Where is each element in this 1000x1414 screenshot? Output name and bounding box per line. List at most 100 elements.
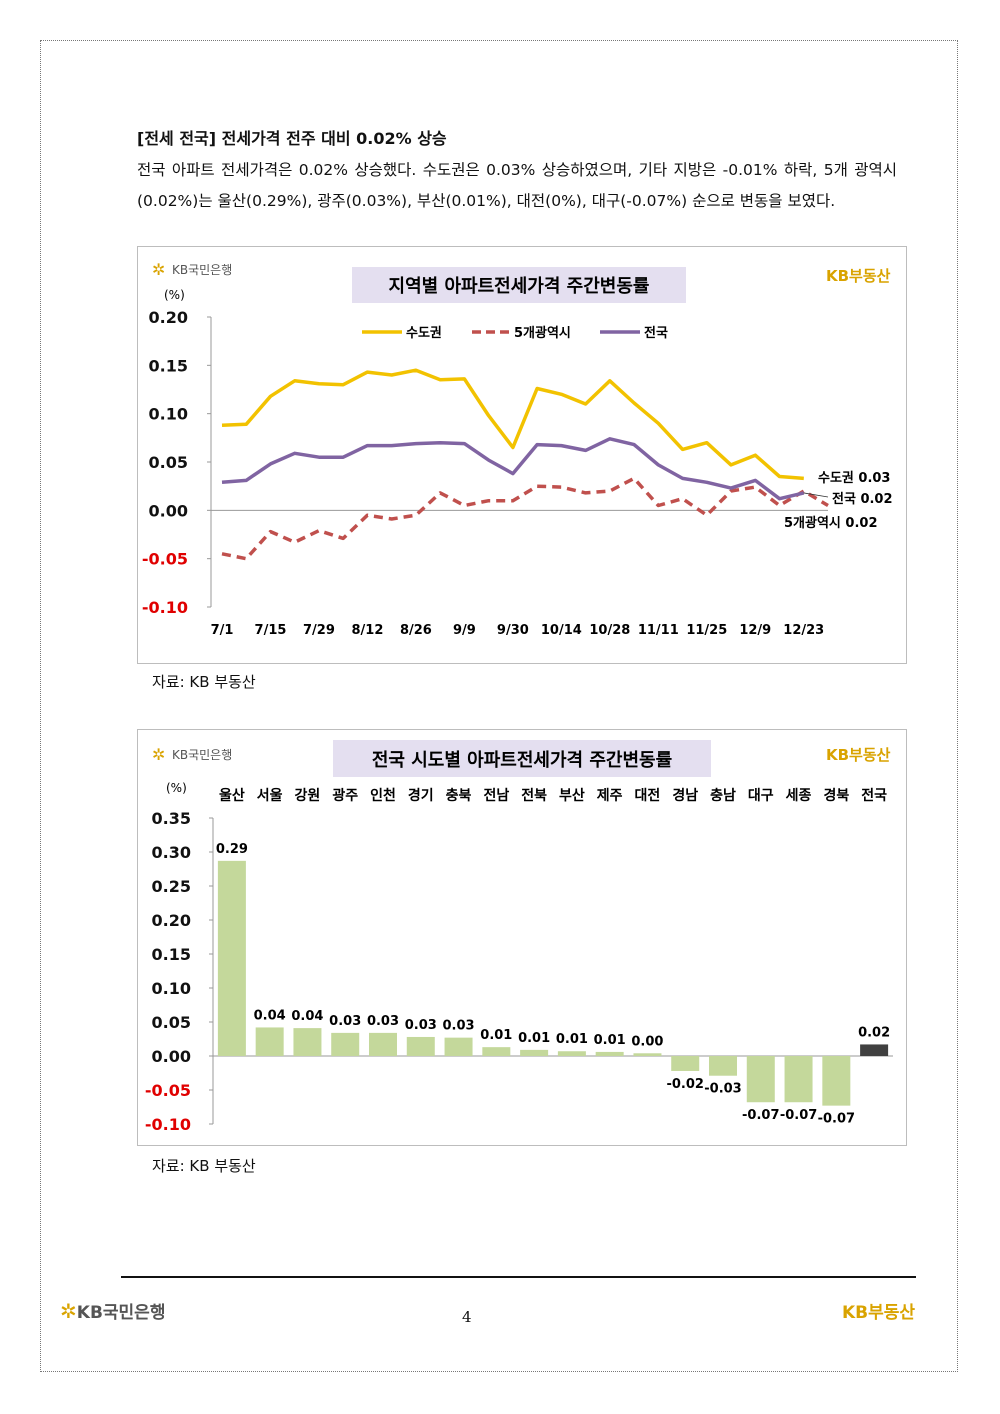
chart1-title-bg <box>352 267 686 303</box>
section-heading: [전세 전국] 전세가격 전주 대비 0.02% 상승 <box>137 129 447 148</box>
chart1-x-tick-label: 8/12 <box>351 623 383 638</box>
chart2-bar <box>255 1027 284 1056</box>
chart2-y-tick-label: 0.35 <box>152 809 191 828</box>
kb-star-icon: ✲ <box>152 745 165 764</box>
chart2-data-label: 0.01 <box>480 1028 512 1043</box>
chart2-category-label: 충남 <box>710 787 736 804</box>
chart2-data-label: 0.03 <box>329 1014 361 1029</box>
chart2-data-label: 0.00 <box>631 1034 663 1049</box>
chart1-unit-label: (%) <box>164 288 185 302</box>
series-line-metro <box>221 368 804 481</box>
chart2-bar <box>671 1056 700 1071</box>
chart2-category-label: 제주 <box>597 788 623 804</box>
footer-right-logo-text: KB부동산 <box>842 1303 916 1323</box>
chart1-x-tick-label: 7/29 <box>303 623 335 638</box>
chart2-bar <box>709 1056 737 1076</box>
chart1-brand-right: KB부동산 <box>826 267 891 285</box>
end-label-metro: 수도권 0.03 <box>818 471 890 486</box>
chart2-category-label: 충북 <box>446 788 472 804</box>
chart2-y-tick-label: 0.30 <box>152 843 191 862</box>
chart1-x-tick-label: 7/1 <box>211 623 234 638</box>
chart2-category-label: 대구 <box>748 788 774 804</box>
chart2-category-label: 부산 <box>559 787 585 804</box>
chart2-data-label: -0.07 <box>780 1108 817 1123</box>
chart2-category-label: 경기 <box>408 787 434 804</box>
end-label-5city: 5개광역시 0.02 <box>784 515 878 531</box>
chart2-y-tick-label: -0.05 <box>145 1081 191 1100</box>
chart2-bar <box>822 1056 851 1106</box>
chart1-y-tick-label: 0.00 <box>149 501 188 520</box>
chart2-y-tick-label: -0.10 <box>145 1115 191 1134</box>
chart2-data-label: 0.03 <box>443 1019 475 1034</box>
chart1-x-tick-label: 11/25 <box>686 623 727 638</box>
chart1-x-tick-label: 9/9 <box>453 623 476 638</box>
chart2-source: 자료: KB 부동산 <box>152 1157 256 1175</box>
kb-star-icon: ✲ <box>60 1299 77 1323</box>
chart1-y-tick-label: 0.05 <box>149 453 188 472</box>
chart2-data-label: 0.01 <box>518 1031 550 1046</box>
chart2-bar <box>557 1051 586 1056</box>
chart2-category-label: 대전 <box>635 787 661 804</box>
chart1-x-tick-label: 10/14 <box>541 623 582 638</box>
chart2-unit-label: (%) <box>166 781 187 795</box>
chart2-category-label: 울산 <box>219 787 245 804</box>
legend-label-metro: 수도권 <box>406 326 442 341</box>
chart2-brand-left: KB국민은행 <box>172 747 232 762</box>
chart2-category-label: 인천 <box>370 787 396 804</box>
chart2-bar <box>520 1049 549 1056</box>
chart1-x-tick-label: 10/28 <box>589 623 630 638</box>
chart1-x-tick-label: 7/15 <box>255 623 287 638</box>
page-number: 4 <box>462 1308 472 1326</box>
chart1-y-tick-label: 0.10 <box>149 405 188 424</box>
chart2-category-label: 세종 <box>786 788 812 804</box>
line-chart-panel: ✲ KB국민은행 지역별 아파트전세가격 주간변동률 KB부동산 (%) 0.2… <box>137 246 907 664</box>
series-line-5city <box>221 476 829 561</box>
legend-label-5city: 5개광역시 <box>514 325 571 341</box>
chart2-title-bg <box>333 740 711 777</box>
page-border <box>40 40 958 1372</box>
footer-left-logo-text: KB국민은행 <box>76 1303 166 1323</box>
kb-star-icon: ✲ <box>152 260 165 279</box>
chart2-brand-right: KB부동산 <box>826 746 891 764</box>
chart1-x-tick-label: 9/30 <box>497 623 529 638</box>
body-paragraph: 전국 아파트 전세가격은 0.02% 상승했다. 수도권은 0.03% 상승하였… <box>137 161 897 210</box>
chart2-y-tick-label: 0.25 <box>152 877 191 896</box>
chart1-y-tick-label: 0.20 <box>149 308 188 327</box>
chart1-leader-line <box>803 492 829 498</box>
chart2-bar <box>746 1056 775 1103</box>
chart1-x-tick-label: 12/23 <box>783 623 824 638</box>
chart1-brand-left: KB국민은행 <box>172 262 232 277</box>
chart1-x-tick-label: 11/11 <box>638 623 679 638</box>
chart2-bar <box>217 860 246 1056</box>
legend-label-national: 전국 <box>644 325 668 341</box>
chart2-bar <box>595 1051 624 1056</box>
chart2-data-label: 0.29 <box>216 842 248 857</box>
chart2-data-label: 0.04 <box>254 1008 286 1023</box>
chart2-y-tick-label: 0.10 <box>152 979 191 998</box>
chart2-bar <box>293 1028 322 1056</box>
footer-kb-realestate-logo: KB부동산 <box>842 1298 915 1323</box>
chart2-data-label: 0.03 <box>367 1014 399 1029</box>
chart2-bar <box>860 1044 889 1056</box>
chart2-data-label: -0.03 <box>704 1082 741 1097</box>
chart2-category-label: 경북 <box>823 787 849 804</box>
end-label-national: 전국 0.02 <box>832 491 893 507</box>
line-chart: ✲ KB국민은행 지역별 아파트전세가격 주간변동률 KB부동산 (%) 0.2… <box>142 260 893 638</box>
chart2-y-tick-label: 0.00 <box>152 1047 191 1066</box>
chart2-data-label: 0.02 <box>858 1025 890 1040</box>
chart2-category-label: 전국 <box>861 787 887 804</box>
chart2-bar <box>784 1056 813 1103</box>
chart2-category-label: 광주 <box>332 787 358 804</box>
chart2-data-label: 0.03 <box>405 1018 437 1033</box>
chart2-category-label: 강원 <box>295 787 321 804</box>
chart2-category-label: 서울 <box>257 787 283 804</box>
chart2-data-label: 0.04 <box>291 1009 323 1024</box>
chart2-category-label: 전남 <box>483 787 509 804</box>
chart1-title: 지역별 아파트전세가격 주간변동률 <box>389 276 650 297</box>
chart2-bar <box>369 1032 397 1056</box>
chart2-bar <box>482 1047 511 1056</box>
chart2-y-tick-label: 0.20 <box>152 911 191 930</box>
chart2-bar <box>444 1037 473 1056</box>
chart2-category-label: 경남 <box>672 787 698 804</box>
chart2-y-tick-label: 0.15 <box>152 945 191 964</box>
